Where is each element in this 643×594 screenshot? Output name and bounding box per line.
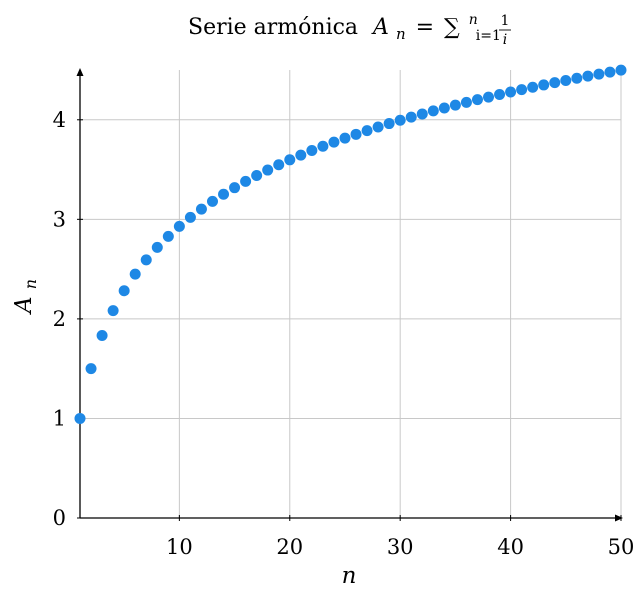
data-point <box>549 77 561 89</box>
data-point <box>527 81 539 93</box>
data-point <box>206 195 218 207</box>
data-point <box>350 128 362 140</box>
y-axis-title-sub: n <box>21 279 40 289</box>
x-axis-arrow <box>615 514 623 522</box>
data-point <box>438 102 450 114</box>
data-point <box>96 330 108 342</box>
data-point <box>118 285 130 297</box>
y-tick-label: 2 <box>53 307 66 331</box>
data-point <box>394 114 406 126</box>
data-point <box>229 182 241 194</box>
data-point <box>306 145 318 157</box>
data-point <box>494 88 506 100</box>
data-point <box>107 305 119 317</box>
data-point <box>604 66 616 78</box>
x-axis-title: n <box>342 563 357 589</box>
chart-title: Serie armónica A n = ∑ n i=1 <box>188 5 501 45</box>
title-frac-den: i <box>503 32 507 48</box>
data-point <box>582 70 594 82</box>
data-point <box>240 175 252 187</box>
data-point <box>516 84 528 96</box>
y-tick-label: 0 <box>53 506 66 530</box>
title-frac-num: 1 <box>501 13 510 29</box>
data-point <box>273 159 285 171</box>
data-point <box>361 125 373 137</box>
data-point <box>195 203 207 215</box>
data-points <box>74 64 627 424</box>
data-point <box>151 241 163 253</box>
data-point <box>505 86 517 98</box>
data-point <box>74 412 86 424</box>
data-point <box>471 94 483 106</box>
data-point <box>615 64 627 76</box>
axes <box>76 68 623 522</box>
data-point <box>295 149 307 161</box>
y-tick-label: 1 <box>53 406 66 430</box>
data-point <box>184 211 196 223</box>
x-tick-label: 10 <box>166 535 193 559</box>
data-point <box>449 99 461 111</box>
data-point <box>328 136 340 148</box>
data-point <box>162 230 174 242</box>
data-point <box>405 111 417 123</box>
data-point <box>483 91 495 103</box>
data-point <box>593 68 605 80</box>
x-tick-label: 30 <box>387 535 414 559</box>
y-axis-title-group: A n <box>11 279 40 315</box>
tick-labels: 10 20 30 40 50 0 1 2 3 4 <box>53 108 635 559</box>
data-point <box>317 140 329 152</box>
title-sum-lower: i=1 <box>476 28 501 44</box>
x-tick-label: 40 <box>497 535 524 559</box>
data-point <box>262 164 274 176</box>
title-text: Serie armónica <box>188 15 358 40</box>
title-sum: ∑ <box>444 15 460 40</box>
y-axis-title: A n <box>11 279 40 315</box>
y-axis-title-main: A <box>11 297 37 316</box>
data-point <box>284 154 296 166</box>
title-eq: = <box>416 15 434 40</box>
data-point <box>538 79 550 91</box>
data-point <box>173 220 185 232</box>
data-point <box>218 188 230 200</box>
y-tick-label: 4 <box>53 108 66 132</box>
y-axis-arrow <box>76 68 84 76</box>
data-point <box>416 108 428 120</box>
x-tick-label: 50 <box>608 535 635 559</box>
data-point <box>460 96 472 108</box>
title-sum-upper: n <box>469 12 478 28</box>
data-point <box>251 170 263 182</box>
data-point <box>129 268 141 280</box>
data-point <box>560 74 572 86</box>
x-tick-label: 20 <box>276 535 303 559</box>
data-point <box>372 121 384 133</box>
data-point <box>571 72 583 84</box>
data-point <box>339 132 351 144</box>
data-point <box>85 363 97 375</box>
data-point <box>140 254 152 266</box>
y-tick-label: 3 <box>53 207 66 231</box>
grid <box>80 70 622 518</box>
data-point <box>427 105 439 117</box>
data-point <box>383 118 395 130</box>
title-lhs: A <box>371 15 389 40</box>
title-lhs-sub: n <box>396 25 406 43</box>
